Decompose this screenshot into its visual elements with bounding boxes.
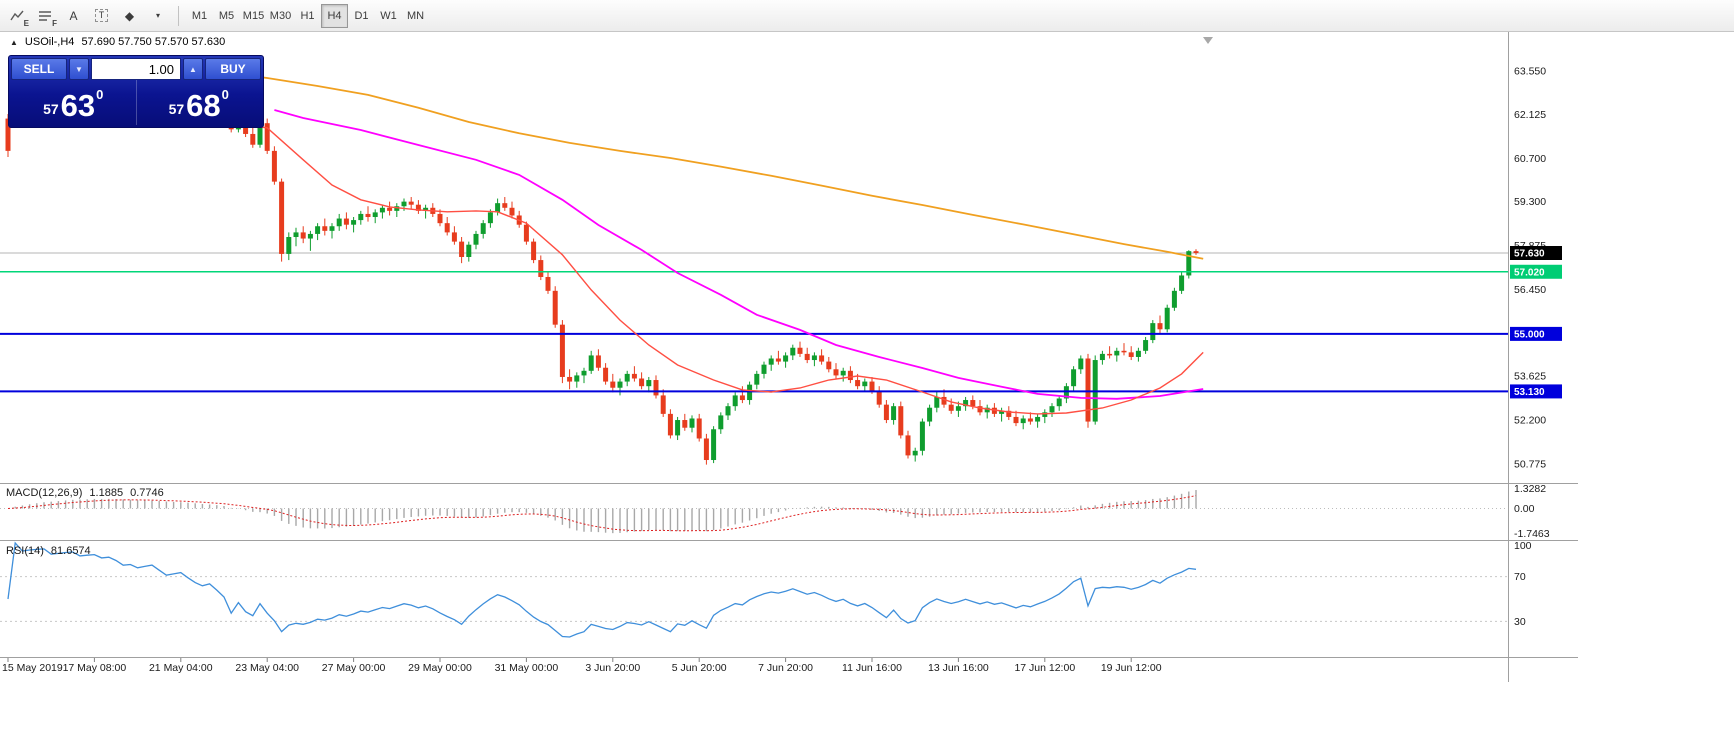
sell-price-prefix: 57 xyxy=(43,101,59,117)
volume-input[interactable] xyxy=(91,58,181,80)
symbol-name: USOil-,H4 xyxy=(24,36,75,48)
symbol-triangle-icon: ▲ xyxy=(10,37,18,47)
macd-indicator-label: MACD(12,26,9) 1.1885 0.7746 xyxy=(6,487,164,499)
macd-value-main: 1.1885 xyxy=(89,487,124,499)
time-axis-label: 17 May 08:00 xyxy=(63,662,127,674)
price-badge-text: 57.630 xyxy=(1514,249,1545,260)
macd-scale-label: 1.3282 xyxy=(1514,483,1546,495)
macd-signal-line xyxy=(7,495,1197,532)
price-scale-label: 60.700 xyxy=(1514,153,1546,165)
rsi-scale-label: 70 xyxy=(1514,571,1526,583)
price-scale-label: 50.775 xyxy=(1514,458,1546,470)
time-axis-label: 11 Jun 16:00 xyxy=(842,662,902,674)
ma-slow-orange xyxy=(223,71,1204,260)
rsi-indicator-label: RSI(14) 81.6574 xyxy=(6,545,91,557)
macd-scale-label: 0.00 xyxy=(1514,503,1535,515)
price-badge-text: 57.020 xyxy=(1514,267,1545,278)
timeframe-group: M1 M5 M15 M30 H1 H4 D1 W1 MN xyxy=(186,3,429,28)
objects-list-icon[interactable]: F xyxy=(32,4,59,28)
price-badge-text: 53.130 xyxy=(1514,387,1545,398)
macd-scale-label: -1.7463 xyxy=(1514,528,1550,540)
timeframe-button-m15[interactable]: M15 xyxy=(240,4,267,28)
price-scale-label: 56.450 xyxy=(1514,284,1546,296)
time-axis-label: 13 Jun 16:00 xyxy=(928,662,989,674)
symbol-ohlc: 57.690 57.750 57.570 57.630 xyxy=(81,36,226,48)
ma-fast-red xyxy=(7,119,1204,415)
buy-price-display[interactable]: 57 68 0 xyxy=(135,80,262,125)
price-scale-label: 53.625 xyxy=(1514,371,1546,383)
buy-price-big: 68 xyxy=(186,87,221,123)
symbol-header: ▲ USOil-,H4 57.690 57.750 57.570 57.630 xyxy=(10,36,225,48)
text-box-icon[interactable]: T xyxy=(88,4,115,28)
toolbar-icons: E F A T ◆ ▾ xyxy=(4,4,171,28)
shapes-dropdown-arrow-icon[interactable]: ▾ xyxy=(144,4,171,28)
timeframe-button-h1[interactable]: H1 xyxy=(294,4,321,28)
rsi-line xyxy=(7,541,1197,638)
shapes-icon[interactable]: ◆ xyxy=(116,4,143,28)
rsi-value: 81.6574 xyxy=(50,545,91,557)
price-badge-57.630 xyxy=(1510,246,1562,260)
timeframe-button-mn[interactable]: MN xyxy=(402,4,429,28)
buy-button[interactable]: BUY xyxy=(205,58,261,80)
price-scale-label: 63.550 xyxy=(1514,65,1546,77)
one-click-trading-widget: SELL ▼ ▲ BUY 57 63 0 57 68 0 xyxy=(8,55,264,128)
sell-button[interactable]: SELL xyxy=(11,58,67,80)
time-axis-label: 21 May 04:00 xyxy=(149,662,213,674)
buy-price-prefix: 57 xyxy=(168,101,185,117)
rsi-scale-label: 100 xyxy=(1514,540,1532,552)
buy-price-sup: 0 xyxy=(221,87,229,102)
time-axis-label: 31 May 00:00 xyxy=(495,662,559,674)
price-scale[interactable]: 63.55062.12560.70059.30057.87556.45053.6… xyxy=(1510,65,1562,470)
price-badge-53.130[interactable] xyxy=(1510,384,1562,399)
shift-end-marker[interactable] xyxy=(1203,37,1213,44)
macd-label-text: MACD(12,26,9) xyxy=(6,487,83,499)
rsi-scale-label: 30 xyxy=(1514,616,1526,628)
time-axis[interactable]: 15 May 2019 17 May 08:00 21 May 04:00 23 Ma… xyxy=(2,658,1162,674)
time-axis-label: 27 May 00:00 xyxy=(322,662,386,674)
toolbar-separator xyxy=(178,5,179,26)
ma-medium-magenta xyxy=(274,109,1204,400)
price-badge-57.020[interactable] xyxy=(1510,264,1562,279)
timeframe-button-w1[interactable]: W1 xyxy=(375,4,402,28)
time-axis-label: 17 Jun 12:00 xyxy=(1014,662,1075,674)
time-axis-label: 29 May 00:00 xyxy=(408,662,472,674)
timeframe-button-m5[interactable]: M5 xyxy=(213,4,240,28)
price-badge-55.000[interactable] xyxy=(1510,326,1562,341)
indicators-chart-icon[interactable]: E xyxy=(4,4,31,28)
price-scale-label: 59.300 xyxy=(1514,196,1546,208)
time-axis-label: 3 Jun 20:00 xyxy=(585,662,640,674)
time-axis-label: 19 Jun 12:00 xyxy=(1101,662,1162,674)
volume-down-button[interactable]: ▼ xyxy=(69,58,89,80)
price-scale-label: 52.200 xyxy=(1514,415,1546,427)
text-label-icon[interactable]: A xyxy=(60,4,87,28)
timeframe-button-m30[interactable]: M30 xyxy=(267,4,294,28)
sell-price-big: 63 xyxy=(60,87,96,123)
timeframe-button-h4[interactable]: H4 xyxy=(321,3,348,28)
toolbar: E F A T ◆ ▾ M1 M5 M15 M30 H1 H4 D1 W1 MN xyxy=(0,0,1734,32)
rsi-label-text: RSI(14) xyxy=(6,545,44,557)
price-scale-label: 62.125 xyxy=(1514,109,1546,121)
time-axis-label: 7 Jun 20:00 xyxy=(758,662,813,674)
sell-price-sup: 0 xyxy=(96,87,104,102)
macd-value-signal: 0.7746 xyxy=(130,487,164,499)
time-axis-label: 5 Jun 20:00 xyxy=(672,662,727,674)
timeframe-button-d1[interactable]: D1 xyxy=(348,4,375,28)
timeframe-button-m1[interactable]: M1 xyxy=(186,4,213,28)
candlestick-series xyxy=(5,72,1199,465)
macd-histogram xyxy=(14,490,1197,534)
price-badge-text: 55.000 xyxy=(1514,329,1545,340)
sell-price-display[interactable]: 57 63 0 xyxy=(11,80,136,125)
time-axis-label: 23 May 04:00 xyxy=(235,662,299,674)
time-axis-label: 15 May 2019 xyxy=(2,662,63,674)
volume-up-button[interactable]: ▲ xyxy=(183,58,203,80)
